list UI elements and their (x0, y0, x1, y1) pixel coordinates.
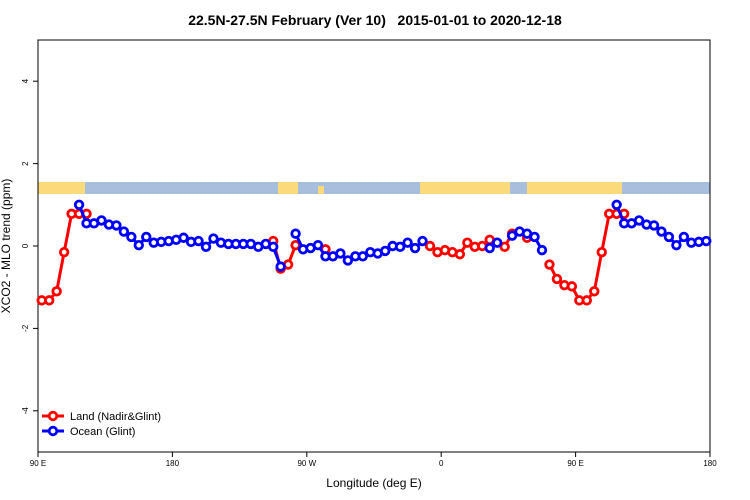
y-tick-label: 0 (21, 243, 30, 248)
x-tick-label: 90 E (30, 459, 46, 468)
land-strip (318, 186, 324, 194)
data-point (536, 244, 548, 256)
x-tick-label: 90 E (567, 459, 583, 468)
data-point (133, 239, 144, 251)
data-point (357, 251, 368, 262)
data-point (484, 242, 495, 254)
data-point (312, 239, 324, 251)
data-point (268, 241, 279, 253)
data-point (633, 215, 645, 226)
data-point (551, 273, 563, 285)
data-point (208, 233, 219, 244)
data-point (589, 286, 600, 297)
y-tick-label: 2 (21, 161, 30, 166)
legend-marker (47, 410, 59, 422)
data-point (424, 240, 436, 252)
chart-title: 22.5N-27.5N February (Ver 10) 2015-01-01… (188, 12, 562, 28)
y-tick-label: -2 (21, 324, 30, 332)
data-point (73, 199, 85, 210)
data-point (51, 286, 62, 297)
data-point (611, 199, 622, 210)
data-point (275, 261, 286, 272)
data-point (506, 230, 518, 241)
land-strip (38, 182, 85, 194)
y-axis-label: XCO2 - MLO trend (ppm) (0, 179, 13, 314)
data-point (462, 237, 473, 248)
x-tick-label: 180 (703, 459, 717, 468)
x-tick-label: 90 W (297, 459, 316, 468)
series (73, 199, 712, 272)
data-point (596, 246, 607, 258)
legend: Land (Nadir&Glint) Ocean (Glint) (42, 410, 161, 438)
legend-label: Ocean (Glint) (70, 426, 135, 438)
y-tick-label: 4 (21, 78, 30, 83)
data-point (193, 235, 204, 247)
data-point (111, 220, 122, 231)
data-point (118, 226, 130, 237)
data-point (96, 215, 107, 226)
data-point (200, 241, 212, 253)
data-point (335, 248, 346, 259)
data-point (454, 249, 466, 260)
legend-marker (47, 425, 59, 437)
legend-label: Land (Nadir&Glint) (70, 411, 161, 423)
data-point (141, 231, 152, 243)
land-strip (527, 182, 622, 194)
land-ocean-strip (38, 182, 710, 194)
data-point (342, 255, 354, 266)
data-point (58, 246, 70, 258)
data-point (290, 239, 301, 251)
data-point (492, 237, 503, 248)
x-tick-label: 0 (439, 459, 444, 468)
data-point (529, 231, 540, 243)
data-point (581, 295, 592, 306)
data-point (663, 231, 675, 243)
land-strip (278, 182, 298, 194)
data-point (394, 241, 406, 253)
data-point (409, 242, 421, 254)
data-point (44, 295, 55, 306)
data-point (656, 226, 667, 237)
data-point (671, 239, 682, 251)
data-point (499, 241, 510, 253)
land-strip (420, 182, 510, 194)
y-tick-label: -4 (21, 407, 30, 415)
data-point (402, 237, 413, 248)
x-tick-label: 180 (166, 459, 180, 468)
data-point (290, 228, 301, 239)
data-point (178, 232, 189, 243)
data-point (678, 231, 690, 243)
x-axis-label: Longitude (deg E) (326, 476, 421, 490)
data-point (380, 245, 391, 257)
data-point (417, 235, 428, 247)
data-point (126, 231, 137, 243)
data-point (544, 259, 555, 270)
data-point (566, 281, 578, 292)
data-point (701, 235, 712, 247)
data-point (648, 220, 660, 231)
